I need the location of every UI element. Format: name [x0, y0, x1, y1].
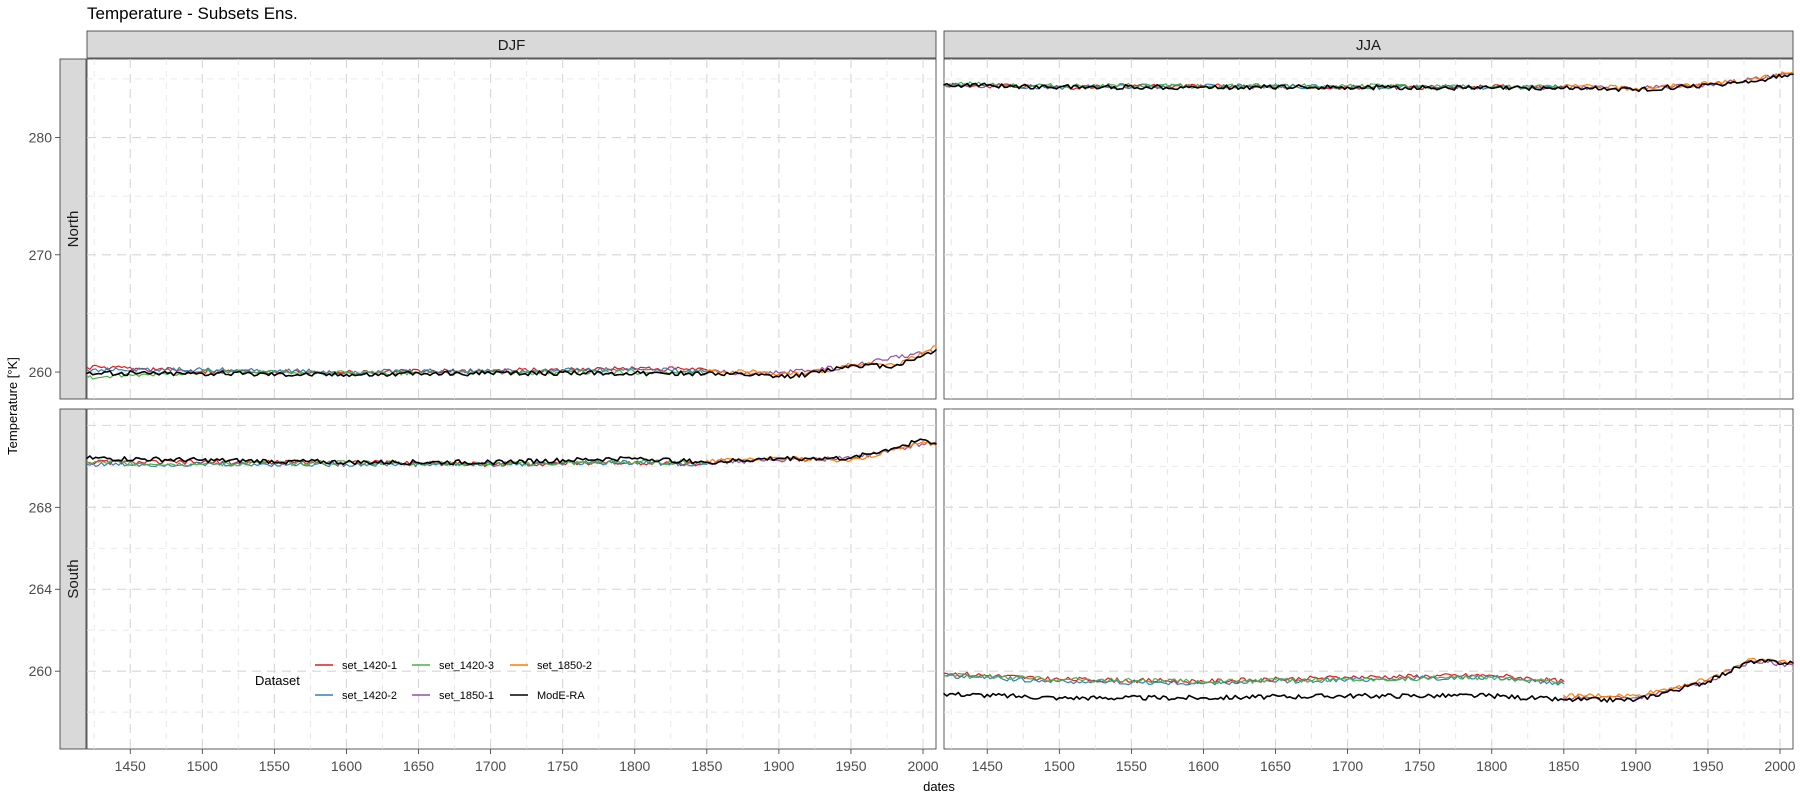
- series-line-mode-ra: [943, 658, 1794, 703]
- x-tick-label: 1850: [1548, 758, 1579, 774]
- x-tick-label: 1900: [1620, 758, 1651, 774]
- x-tick-label: 1800: [619, 758, 650, 774]
- series-line-set_1850-1: [706, 349, 937, 376]
- series-line-mode-ra: [86, 348, 937, 379]
- legend-label: set_1420-1: [342, 660, 397, 672]
- x-tick-label: 1700: [475, 758, 506, 774]
- series-line-set_1420-2: [86, 459, 708, 468]
- facet-strip-djf: [86, 30, 937, 59]
- facet-strip-north: [59, 58, 87, 400]
- x-tick-label: 1500: [1044, 758, 1075, 774]
- x-tick-label: 1600: [1188, 758, 1219, 774]
- panel-background: [943, 58, 1794, 400]
- x-tick-label: 1900: [763, 758, 794, 774]
- x-tick-label: 2000: [1764, 758, 1795, 774]
- facet-panels: DJF JJA North South 260 270 280 260 264 268 1450 15…: [29, 30, 1796, 774]
- legend-label: set_1420-3: [439, 660, 494, 672]
- x-tick-label: 1950: [1692, 758, 1723, 774]
- panel-djf-north: [86, 58, 937, 400]
- chart-title: Temperature - Subsets Ens.: [87, 4, 298, 23]
- x-tick-label: 1550: [259, 758, 290, 774]
- x-tick-label: 1500: [187, 758, 218, 774]
- panel-djf-south: [86, 408, 937, 750]
- series-line-set_1420-1: [86, 364, 708, 375]
- x-tick-label: 1950: [835, 758, 866, 774]
- y-tick-label: 280: [29, 130, 53, 146]
- y-tick-label: 268: [29, 499, 53, 515]
- panel-background: [86, 58, 937, 400]
- legend-label: set_1420-2: [342, 690, 397, 702]
- x-tick-label: 1650: [1260, 758, 1291, 774]
- x-tick-label: 1450: [972, 758, 1003, 774]
- x-axis-title: dates: [923, 779, 955, 794]
- x-tick-label: 1850: [691, 758, 722, 774]
- x-tick-label: 1600: [331, 758, 362, 774]
- panel-jja-north: [943, 58, 1794, 400]
- series-line-mode-ra: [943, 73, 1794, 93]
- panel-jja-south: [943, 408, 1794, 750]
- legend-label: set_1850-1: [439, 690, 494, 702]
- x-tick-label: 1700: [1332, 758, 1363, 774]
- legend-label: set_1850-2: [537, 660, 592, 672]
- x-tick-label: 1750: [547, 758, 578, 774]
- facet-label-south: South: [65, 559, 82, 598]
- x-tick-label: 1750: [1404, 758, 1435, 774]
- x-tick-label: 2000: [907, 758, 938, 774]
- series-line-set_1420-3: [86, 369, 708, 380]
- series-line-set_1420-3: [943, 672, 1565, 685]
- series-line-set_1850-2: [1563, 657, 1794, 699]
- x-tick-label: 1550: [1116, 758, 1147, 774]
- legend: Dataset set_1420-1set_1420-2set_1420-3se…: [255, 660, 592, 702]
- x-tick-label: 1650: [403, 758, 434, 774]
- y-tick-label: 260: [29, 364, 53, 380]
- facet-strip-south: [59, 408, 87, 750]
- facet-label-north: North: [65, 211, 82, 248]
- facet-label-djf: DJF: [498, 37, 526, 54]
- y-tick-label: 264: [29, 581, 53, 597]
- series-line-mode-ra: [86, 438, 937, 466]
- y-axis-title: Temperature [°K]: [5, 357, 20, 455]
- facet-label-jja: JJA: [1356, 37, 1381, 54]
- legend-title: Dataset: [255, 673, 300, 688]
- facet-strip-jja: [943, 30, 1794, 59]
- legend-label: ModE-RA: [537, 690, 585, 702]
- y-tick-label: 260: [29, 663, 53, 679]
- x-tick-label: 1450: [115, 758, 146, 774]
- y-tick-label: 270: [29, 247, 53, 263]
- x-tick-label: 1800: [1476, 758, 1507, 774]
